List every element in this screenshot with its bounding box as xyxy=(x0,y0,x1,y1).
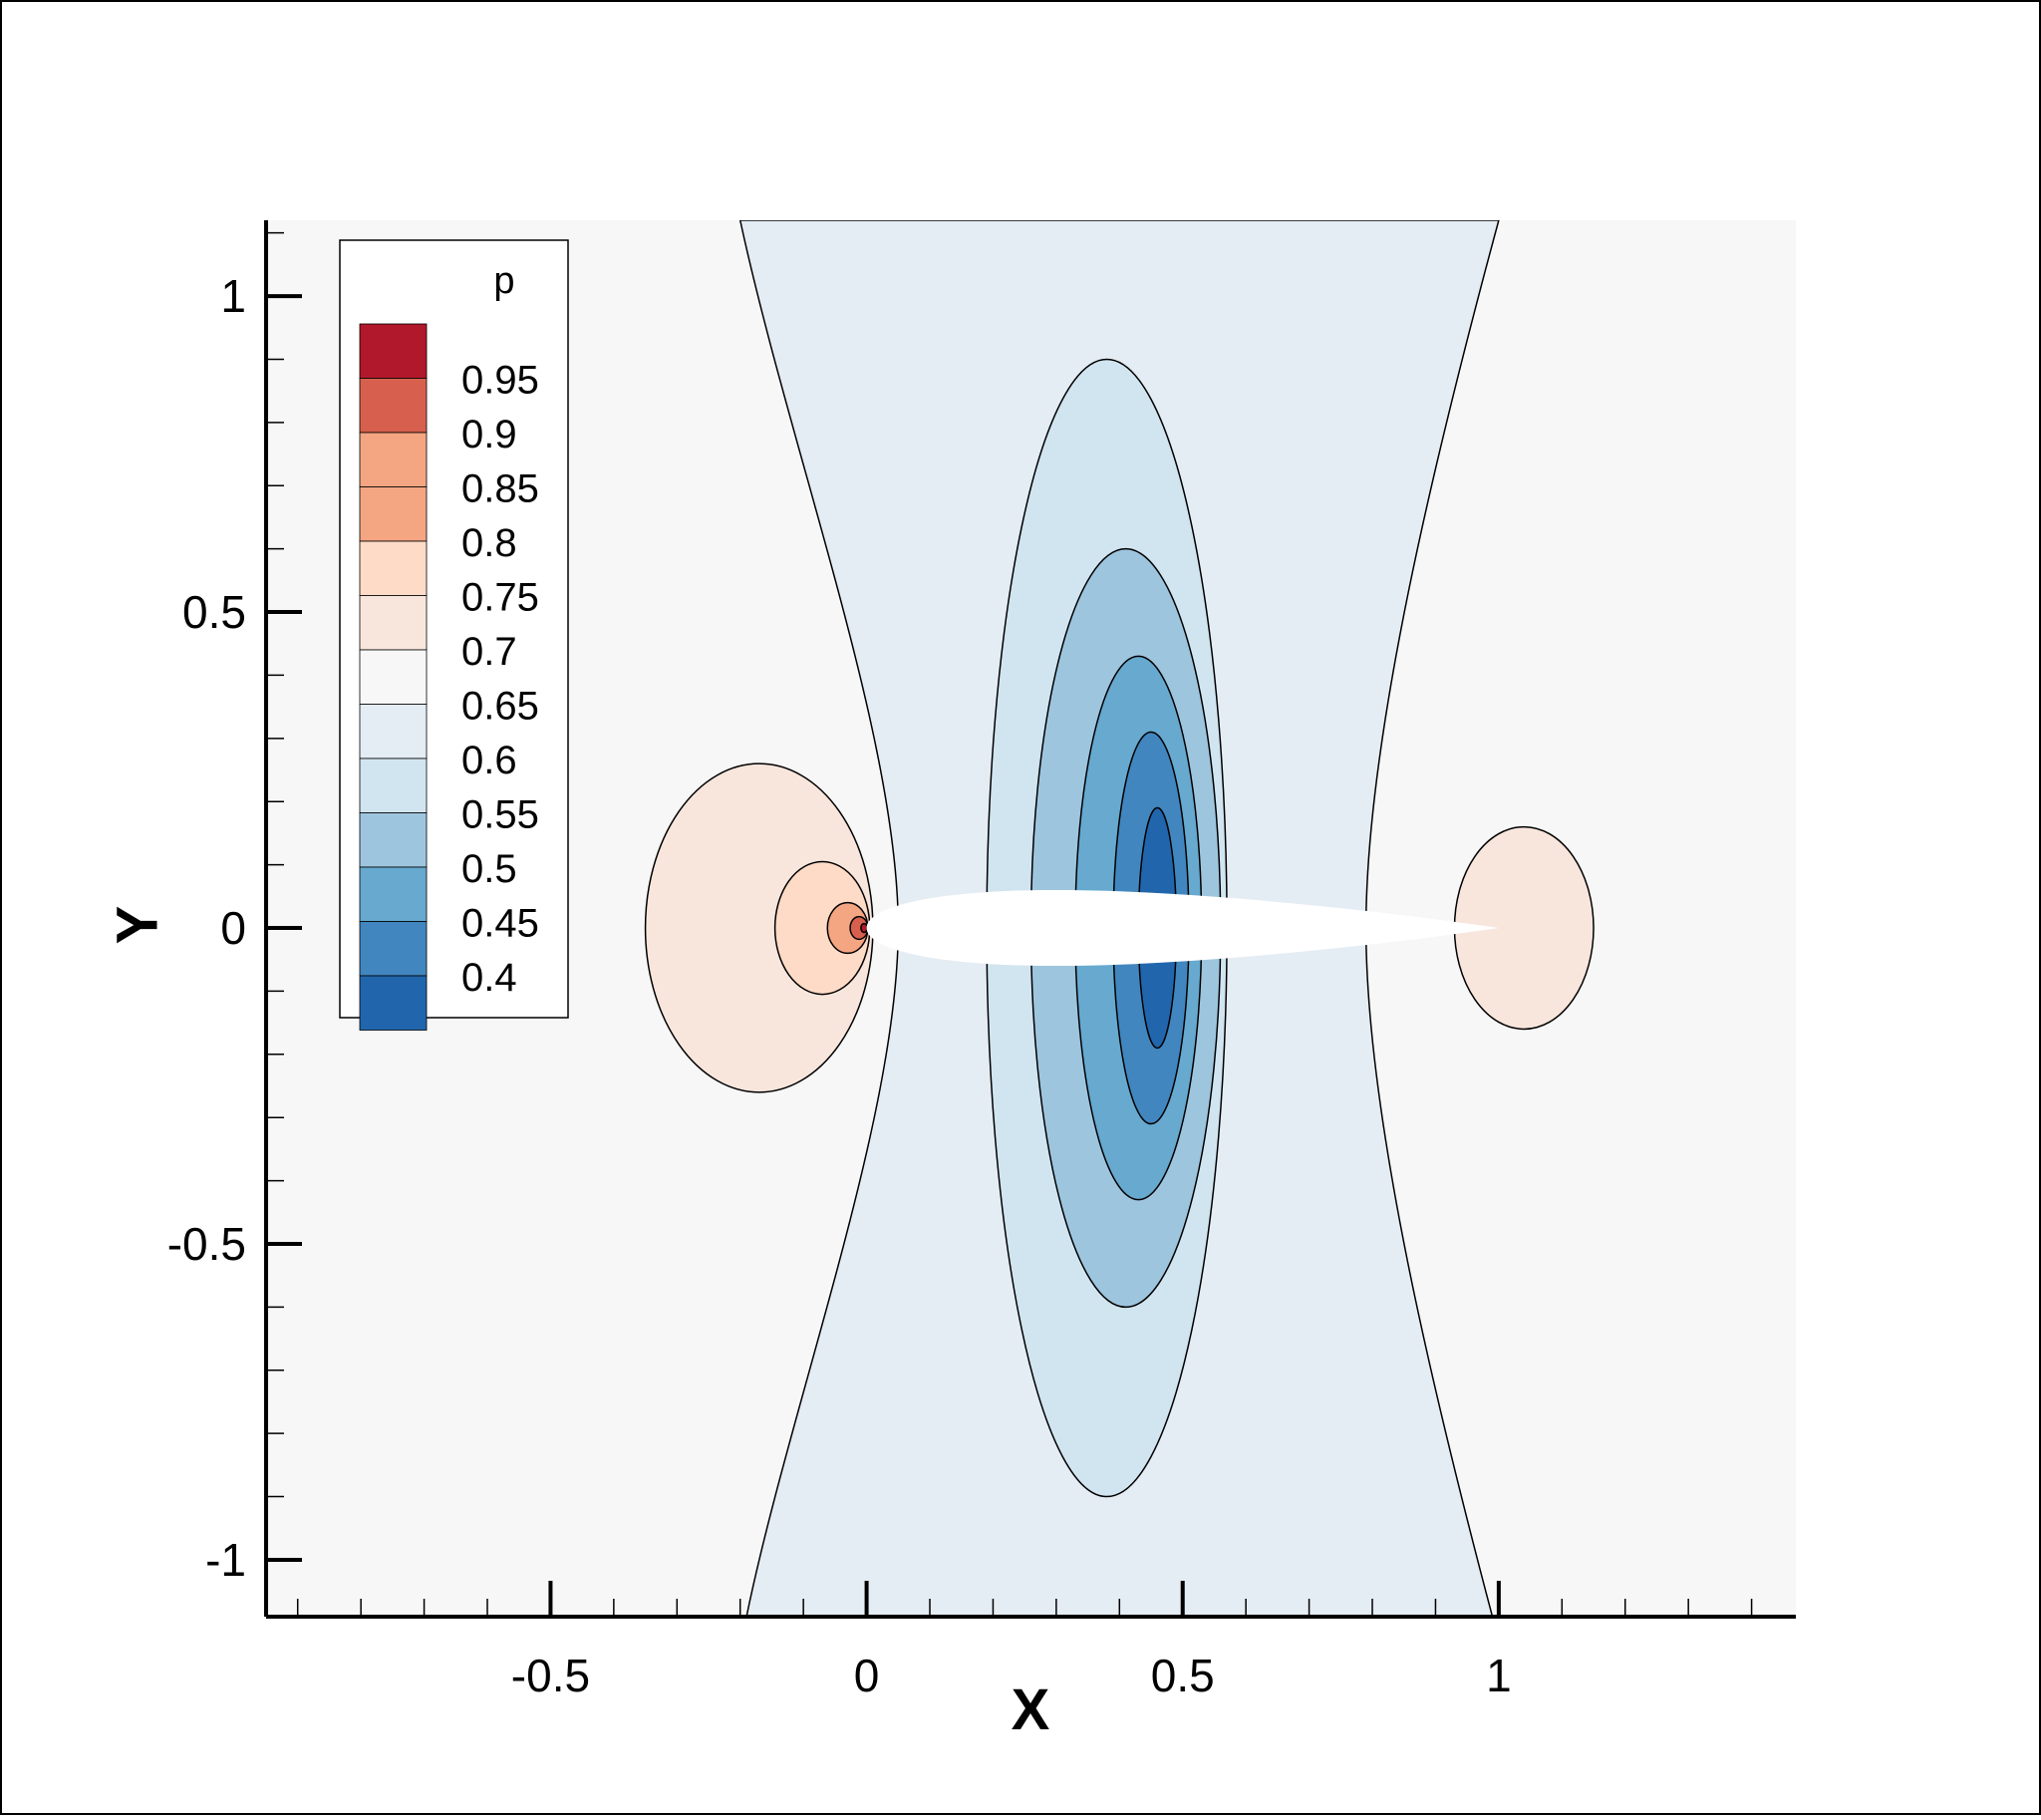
legend-swatch xyxy=(359,595,428,651)
legend-label: 0.4 xyxy=(461,956,517,1000)
axes: -0.5 0 0.5 1 -1 -0.5 0 0.5 1 xyxy=(167,220,1796,1701)
legend-label: 0.8 xyxy=(461,521,517,565)
legend-title: p xyxy=(493,260,514,302)
legend-swatch xyxy=(359,378,428,434)
y-tick-label: 1 xyxy=(220,270,246,322)
x-tick-label: -0.5 xyxy=(511,1650,590,1701)
legend-label: 0.85 xyxy=(461,467,539,511)
legend-label: 0.9 xyxy=(461,413,517,456)
legend-swatch xyxy=(359,432,428,487)
legend-swatch xyxy=(359,704,428,759)
x-tick-label: 0 xyxy=(854,1650,880,1701)
legend-swatch xyxy=(359,921,428,977)
legend-label: 0.95 xyxy=(461,359,539,403)
y-tick-label: -0.5 xyxy=(167,1218,246,1270)
contour-region-0.95-9 xyxy=(860,922,868,934)
legend-swatch xyxy=(359,649,428,705)
y-tick-label: -1 xyxy=(205,1534,246,1586)
legend-swatch xyxy=(359,540,428,596)
legend-label: 0.6 xyxy=(461,739,517,782)
legend-label: 0.45 xyxy=(461,902,539,946)
legend-swatch xyxy=(359,866,428,922)
x-tick-label: 1 xyxy=(1486,1650,1512,1701)
legend-swatch xyxy=(359,812,428,868)
y-tick-label: 0.5 xyxy=(182,586,246,638)
x-tick-label: 0.5 xyxy=(1151,1650,1215,1701)
legend-label: 0.7 xyxy=(461,630,517,674)
legend-label: 0.75 xyxy=(461,576,539,620)
y-tick-label: 0 xyxy=(220,902,246,954)
legend-label: 0.5 xyxy=(461,847,517,891)
legend: p 0.95 0.9 0.85 0.8 0.75 0.7 0.65 0.6 0.55 0.5 0.4… xyxy=(339,239,569,1031)
y-axis-title: Y xyxy=(105,906,169,945)
legend-label: 0.65 xyxy=(461,685,539,729)
legend-swatch xyxy=(359,486,428,542)
legend-label: 0.55 xyxy=(461,793,539,837)
legend-swatch xyxy=(359,323,428,379)
legend-swatch xyxy=(359,975,428,1031)
legend-swatch xyxy=(359,758,428,813)
airfoil xyxy=(866,889,1499,967)
x-axis-title: X xyxy=(1012,1677,1050,1742)
